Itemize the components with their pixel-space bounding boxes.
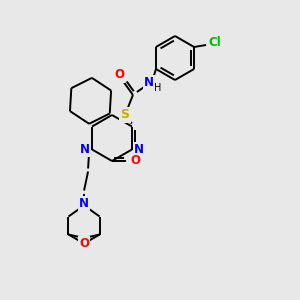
Text: S: S [120, 109, 129, 122]
Text: N: N [144, 76, 154, 89]
Text: N: N [80, 143, 90, 156]
Text: O: O [130, 154, 140, 167]
Text: N: N [134, 143, 144, 156]
Text: O: O [114, 68, 124, 82]
Text: N: N [79, 197, 89, 210]
Text: Cl: Cl [209, 37, 221, 50]
Text: O: O [79, 237, 89, 250]
Text: H: H [154, 83, 162, 93]
